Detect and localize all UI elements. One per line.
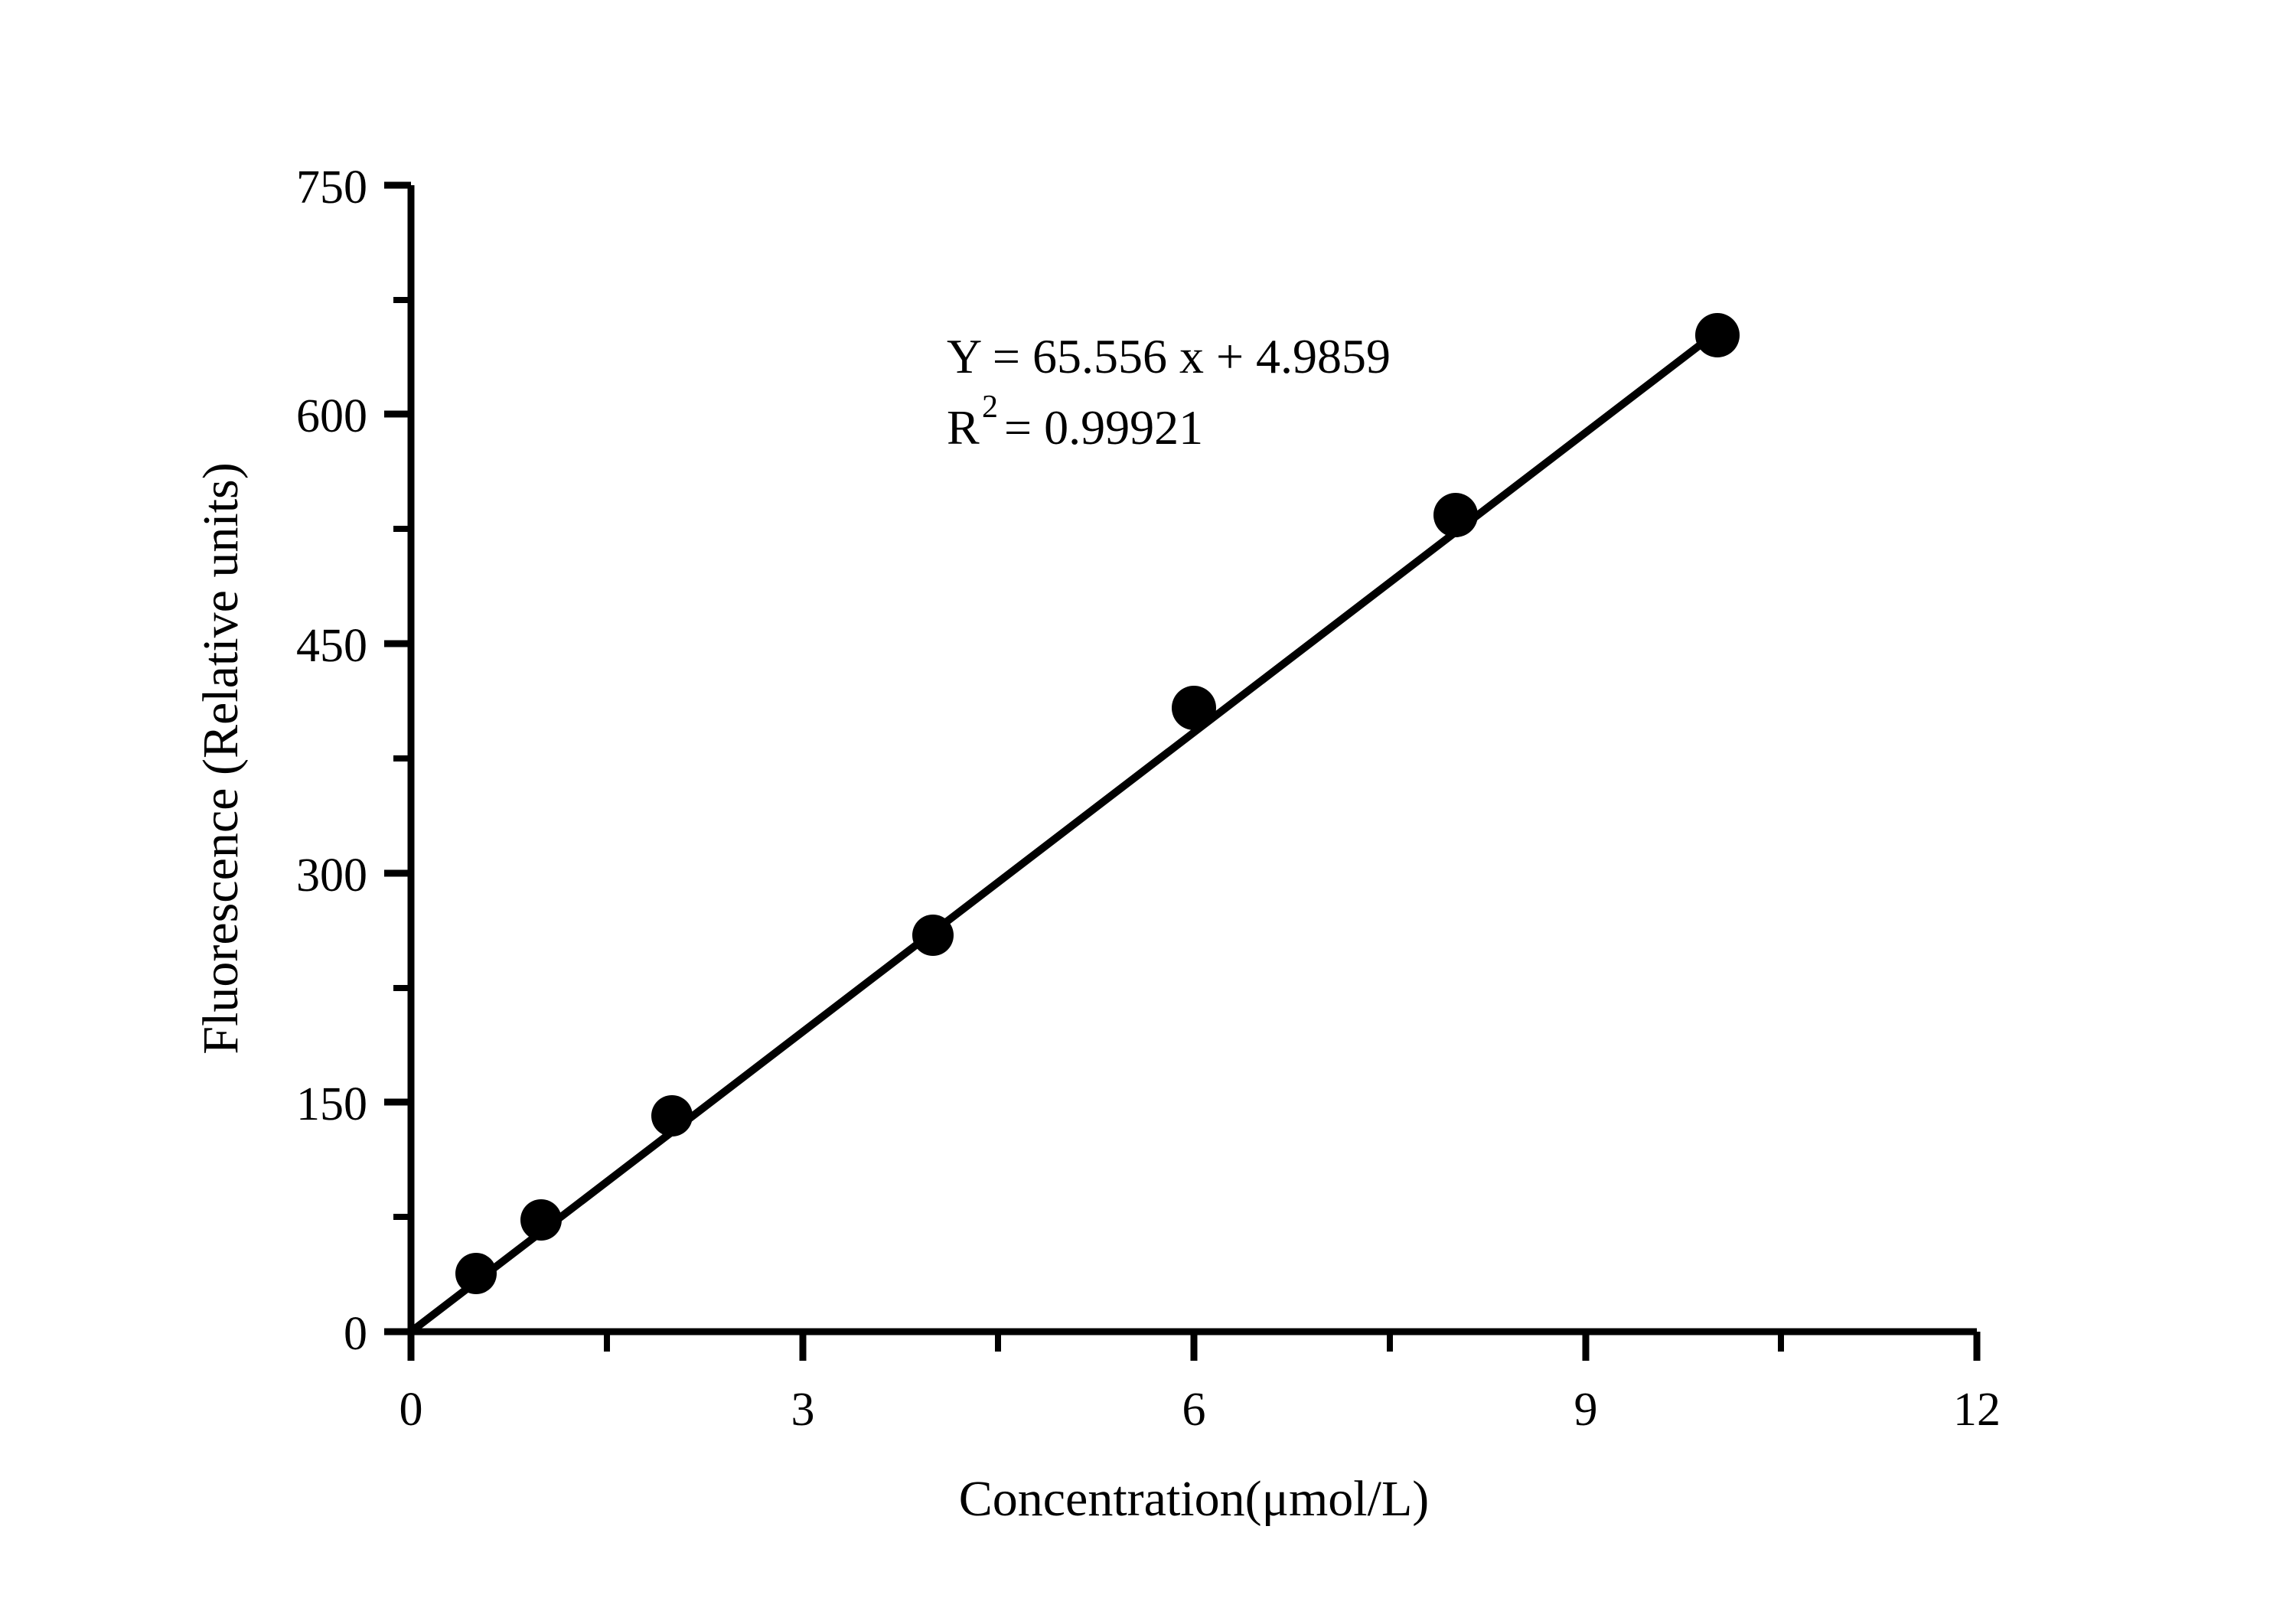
x-tick-label-6: 6 (1182, 1384, 1206, 1436)
y-axis-major-ticks (384, 181, 411, 1335)
data-point[interactable] (1433, 493, 1478, 537)
x-axis-major-ticks (407, 1332, 1981, 1361)
data-point[interactable] (1172, 686, 1216, 730)
regression-fit-line (407, 324, 1727, 1335)
y-tick-label-600: 600 (296, 390, 367, 442)
x-tick-label-0: 0 (400, 1384, 423, 1436)
y-tick-label-450: 450 (296, 620, 367, 672)
x-axis: 0 3 6 9 12 Concentration(μmol/L) (400, 1328, 2001, 1527)
data-point-series (455, 313, 1740, 1294)
data-point[interactable] (651, 1095, 693, 1137)
x-tick-label-9: 9 (1574, 1384, 1598, 1436)
y-tick-label-0: 0 (344, 1308, 367, 1360)
y-axis: 0 150 300 450 600 750 Fluorescence (Rela… (193, 161, 415, 1360)
r-squared-exponent: 2 (982, 390, 998, 425)
r-squared-base: R (947, 400, 980, 455)
y-axis-title: Fluorescence (Relative units) (193, 462, 249, 1054)
x-axis-minor-ticks (604, 1332, 1784, 1352)
y-tick-label-150: 150 (296, 1078, 367, 1130)
y-tick-label-750: 750 (296, 161, 367, 214)
x-tick-label-12: 12 (1953, 1384, 2001, 1436)
r-squared-value: = 0.99921 (1004, 400, 1203, 455)
data-point[interactable] (455, 1253, 497, 1294)
y-tick-label-300: 300 (296, 850, 367, 902)
regression-equation-text: Y = 65.556 x + 4.9859 (947, 329, 1391, 383)
equation-annotation: Y = 65.556 x + 4.9859 R 2 = 0.99921 (947, 329, 1391, 455)
data-point[interactable] (912, 915, 954, 956)
x-tick-label-3: 3 (791, 1384, 815, 1436)
trend-line (407, 324, 1727, 1335)
y-axis-minor-ticks (393, 297, 411, 1220)
data-point[interactable] (1695, 313, 1740, 357)
data-point[interactable] (520, 1199, 562, 1241)
x-axis-title: Concentration(μmol/L) (959, 1471, 1430, 1527)
